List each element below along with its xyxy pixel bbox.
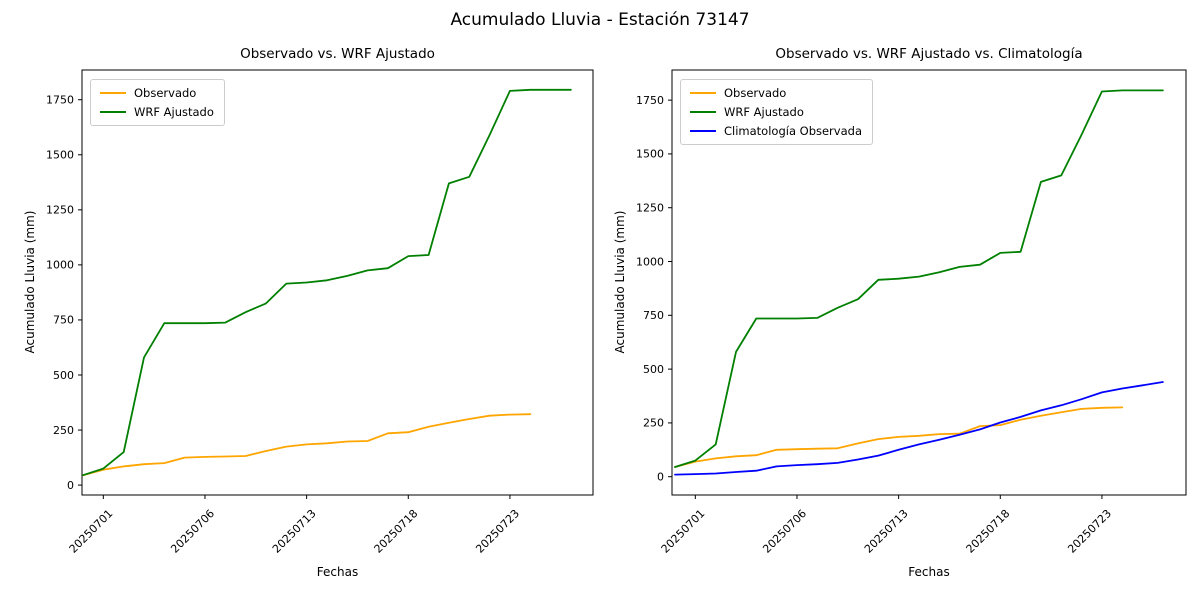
left-x-axis-label: Fechas	[316, 565, 359, 579]
x-tick-label: 20250701	[67, 507, 116, 556]
x-tick-label: 20250706	[168, 507, 217, 556]
right-y-axis-label: Acumulado Lluvia (mm)	[613, 210, 627, 354]
y-tick-label: 1000	[46, 259, 74, 272]
y-tick-label: 0	[67, 479, 74, 492]
legend-label: Climatología Observada	[724, 124, 862, 138]
legend-label: WRF Ajustado	[724, 105, 804, 119]
x-tick-label: 20250706	[760, 507, 809, 556]
legend-label: Observado	[134, 86, 197, 100]
x-tick-label: 20250723	[1065, 507, 1114, 556]
x-tick-label: 20250701	[659, 507, 708, 556]
x-tick-label: 20250713	[270, 507, 319, 556]
legend-label: Observado	[724, 86, 787, 100]
y-tick-label: 1500	[46, 149, 74, 162]
legend-entry: WRF Ajustado	[690, 105, 862, 119]
series-line-wrf-ajustado	[82, 88, 572, 477]
plot-area	[81, 69, 594, 496]
y-tick-label: 1750	[636, 94, 664, 107]
y-tick-label: 1250	[636, 202, 664, 215]
y-tick-label: 500	[643, 363, 664, 376]
x-tick-label: 20250723	[473, 507, 522, 556]
observado-line-swatch	[690, 92, 716, 94]
plot-area	[671, 69, 1187, 496]
legend-entry: Climatología Observada	[690, 124, 862, 138]
series-line-observado	[82, 413, 532, 477]
y-tick-label: 1250	[46, 204, 74, 217]
x-tick-label: 20250718	[964, 507, 1013, 556]
legend-entry: WRF Ajustado	[100, 105, 214, 119]
y-tick-label: 500	[53, 369, 74, 382]
y-tick-label: 750	[643, 309, 664, 322]
right-subplot-title: Observado vs. WRF Ajustado vs. Climatolo…	[775, 46, 1083, 62]
series-line-observado	[674, 406, 1124, 468]
y-tick-label: 250	[643, 417, 664, 430]
y-tick-label: 1500	[636, 148, 664, 161]
wrf-line-swatch	[690, 111, 716, 113]
observado-line-swatch	[100, 92, 126, 94]
x-tick-label: 20250713	[862, 507, 911, 556]
figure-title: Acumulado Lluvia - Estación 73147	[450, 10, 750, 30]
wrf-line-swatch	[100, 111, 126, 113]
series-line-climatología-observada	[674, 381, 1164, 476]
left-y-axis-label: Acumulado Lluvia (mm)	[23, 210, 37, 354]
x-tick-label: 20250718	[372, 507, 421, 556]
legend-entry: Observado	[690, 86, 862, 100]
right-x-axis-label: Fechas	[908, 565, 950, 579]
y-tick-label: 250	[53, 424, 74, 437]
y-tick-label: 1000	[636, 255, 664, 268]
legend-label: WRF Ajustado	[134, 105, 214, 119]
left-subplot-title: Observado vs. WRF Ajustado	[240, 46, 435, 62]
climatologia-line-swatch	[690, 130, 716, 132]
legend-entry: Observado	[100, 86, 214, 100]
y-tick-label: 750	[53, 314, 74, 327]
right-plot-legend: Observado WRF Ajustado Climatología Obse…	[680, 79, 873, 145]
y-tick-label: 0	[657, 471, 664, 484]
left-plot-legend: Observado WRF Ajustado	[90, 79, 225, 126]
series-line-wrf-ajustado	[674, 89, 1164, 468]
y-tick-label: 1750	[46, 94, 74, 107]
